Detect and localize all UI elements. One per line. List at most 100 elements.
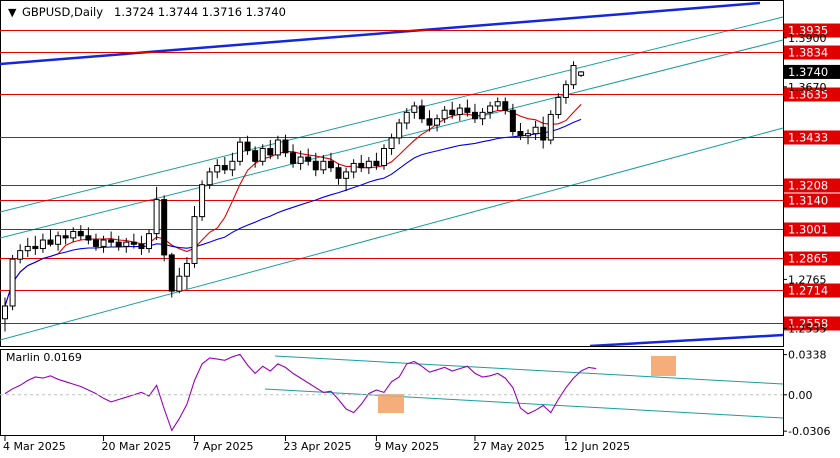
candle-61 bbox=[464, 99, 471, 117]
level-label-7: 1.2865 bbox=[788, 252, 828, 266]
price-tick-1: 1.3670 bbox=[788, 81, 827, 94]
candle-17 bbox=[130, 233, 137, 249]
candle-70 bbox=[532, 120, 539, 141]
osc-channel-lower bbox=[264, 388, 783, 419]
candle-43 bbox=[327, 152, 334, 172]
date-label-4: 9 May 2025 bbox=[374, 440, 439, 453]
candle-11 bbox=[85, 227, 92, 245]
candle-42 bbox=[320, 154, 327, 175]
candle-16 bbox=[123, 237, 130, 253]
candle-45 bbox=[343, 167, 350, 192]
candle-28 bbox=[214, 159, 221, 179]
osc-tick-2: -0.0306 bbox=[788, 425, 830, 438]
moving-average-1 bbox=[4, 118, 582, 307]
candle-34 bbox=[259, 144, 266, 166]
candle-27 bbox=[206, 167, 213, 189]
level-label-4: 1.3208 bbox=[788, 179, 828, 193]
oscillator-title: Marlin 0.0169 bbox=[6, 351, 82, 364]
date-label-3: 23 Apr 2025 bbox=[283, 440, 351, 453]
level-label-1: 1.3834 bbox=[788, 46, 828, 60]
candle-7 bbox=[55, 231, 62, 251]
candle-64 bbox=[487, 101, 494, 119]
date-label-0: 4 Mar 2025 bbox=[3, 440, 66, 453]
level-label-box-0 bbox=[784, 23, 840, 38]
candle-23 bbox=[176, 267, 183, 294]
oscillator: 0.0338 0.00 -0.0306 bbox=[0, 349, 830, 438]
osc-highlight-high bbox=[651, 356, 676, 376]
candle-0 bbox=[2, 297, 8, 332]
candles bbox=[2, 61, 585, 332]
candle-71 bbox=[540, 116, 547, 149]
candle-74 bbox=[562, 80, 569, 104]
level-label-box-1 bbox=[784, 45, 840, 60]
osc-tick-1: 0.00 bbox=[788, 389, 813, 402]
candle-58 bbox=[441, 105, 448, 123]
level-label-box-8 bbox=[784, 283, 840, 298]
candle-72 bbox=[547, 110, 554, 145]
candle-3 bbox=[24, 237, 31, 258]
level-label-box-6 bbox=[784, 222, 840, 237]
level-label-6: 1.3001 bbox=[788, 223, 828, 237]
candle-5 bbox=[39, 233, 46, 253]
candle-73 bbox=[555, 93, 562, 119]
candle-12 bbox=[92, 233, 99, 251]
candle-55 bbox=[418, 99, 425, 123]
osc-tick-0: 0.0338 bbox=[788, 349, 827, 362]
candle-57 bbox=[434, 114, 441, 132]
date-label-5: 27 May 2025 bbox=[473, 440, 545, 453]
candle-49 bbox=[373, 152, 380, 170]
level-label-box-9 bbox=[784, 316, 840, 331]
candle-46 bbox=[350, 159, 357, 179]
lower-trendline bbox=[589, 333, 783, 346]
time-axis: 4 Mar 2025 20 Mar 2025 7 Apr 2025 23 Apr 20… bbox=[3, 436, 630, 453]
candle-76 bbox=[578, 71, 585, 78]
candle-30 bbox=[229, 152, 236, 177]
price-tick-3: 1.2535 bbox=[788, 322, 827, 335]
level-label-8: 1.2714 bbox=[788, 284, 828, 298]
candle-6 bbox=[47, 229, 54, 247]
candle-41 bbox=[312, 152, 319, 177]
candle-9 bbox=[70, 227, 77, 243]
candle-32 bbox=[244, 135, 251, 155]
candle-56 bbox=[426, 110, 433, 132]
symbol-label: GBPUSD,Daily bbox=[22, 5, 103, 19]
candle-35 bbox=[267, 140, 274, 160]
candle-21 bbox=[161, 195, 168, 262]
candle-62 bbox=[471, 103, 478, 123]
candle-33 bbox=[252, 146, 259, 168]
oscillator-line bbox=[4, 353, 597, 432]
level-label-box-2 bbox=[784, 87, 840, 102]
candle-22 bbox=[168, 252, 175, 298]
candle-4 bbox=[32, 235, 39, 255]
candle-20 bbox=[153, 186, 160, 241]
candle-65 bbox=[494, 97, 501, 111]
price-tick-2: 1.2765 bbox=[788, 273, 827, 286]
candle-63 bbox=[479, 108, 486, 126]
candle-37 bbox=[282, 134, 289, 158]
collapse-triangle-icon[interactable]: ▼ bbox=[8, 6, 17, 19]
candle-8 bbox=[62, 229, 69, 245]
ohlc-values: 1.3724 1.3744 1.3716 1.3740 bbox=[114, 5, 286, 19]
level-label-0: 1.3935 bbox=[788, 24, 828, 38]
candle-26 bbox=[199, 180, 206, 221]
candle-54 bbox=[411, 101, 418, 119]
channel-line-top bbox=[0, 16, 783, 213]
candle-36 bbox=[274, 135, 281, 160]
level-label-2: 1.3635 bbox=[788, 88, 828, 102]
candle-75 bbox=[570, 61, 577, 89]
osc-highlight-low bbox=[378, 394, 404, 413]
level-label-5: 1.3140 bbox=[788, 194, 828, 208]
level-label-box-3 bbox=[784, 130, 840, 145]
price-axis: 1.3900 1.3670 1.2765 1.2535 1.3740 bbox=[783, 32, 840, 335]
candle-14 bbox=[108, 231, 115, 247]
candle-39 bbox=[297, 150, 304, 170]
price-tick-0: 1.3900 bbox=[788, 32, 827, 45]
date-label-1: 20 Mar 2025 bbox=[102, 440, 172, 453]
level-label-3: 1.3433 bbox=[788, 131, 828, 145]
candle-19 bbox=[146, 229, 153, 253]
candle-29 bbox=[221, 157, 228, 175]
oscillator-channels bbox=[264, 355, 783, 419]
candle-15 bbox=[115, 235, 122, 251]
